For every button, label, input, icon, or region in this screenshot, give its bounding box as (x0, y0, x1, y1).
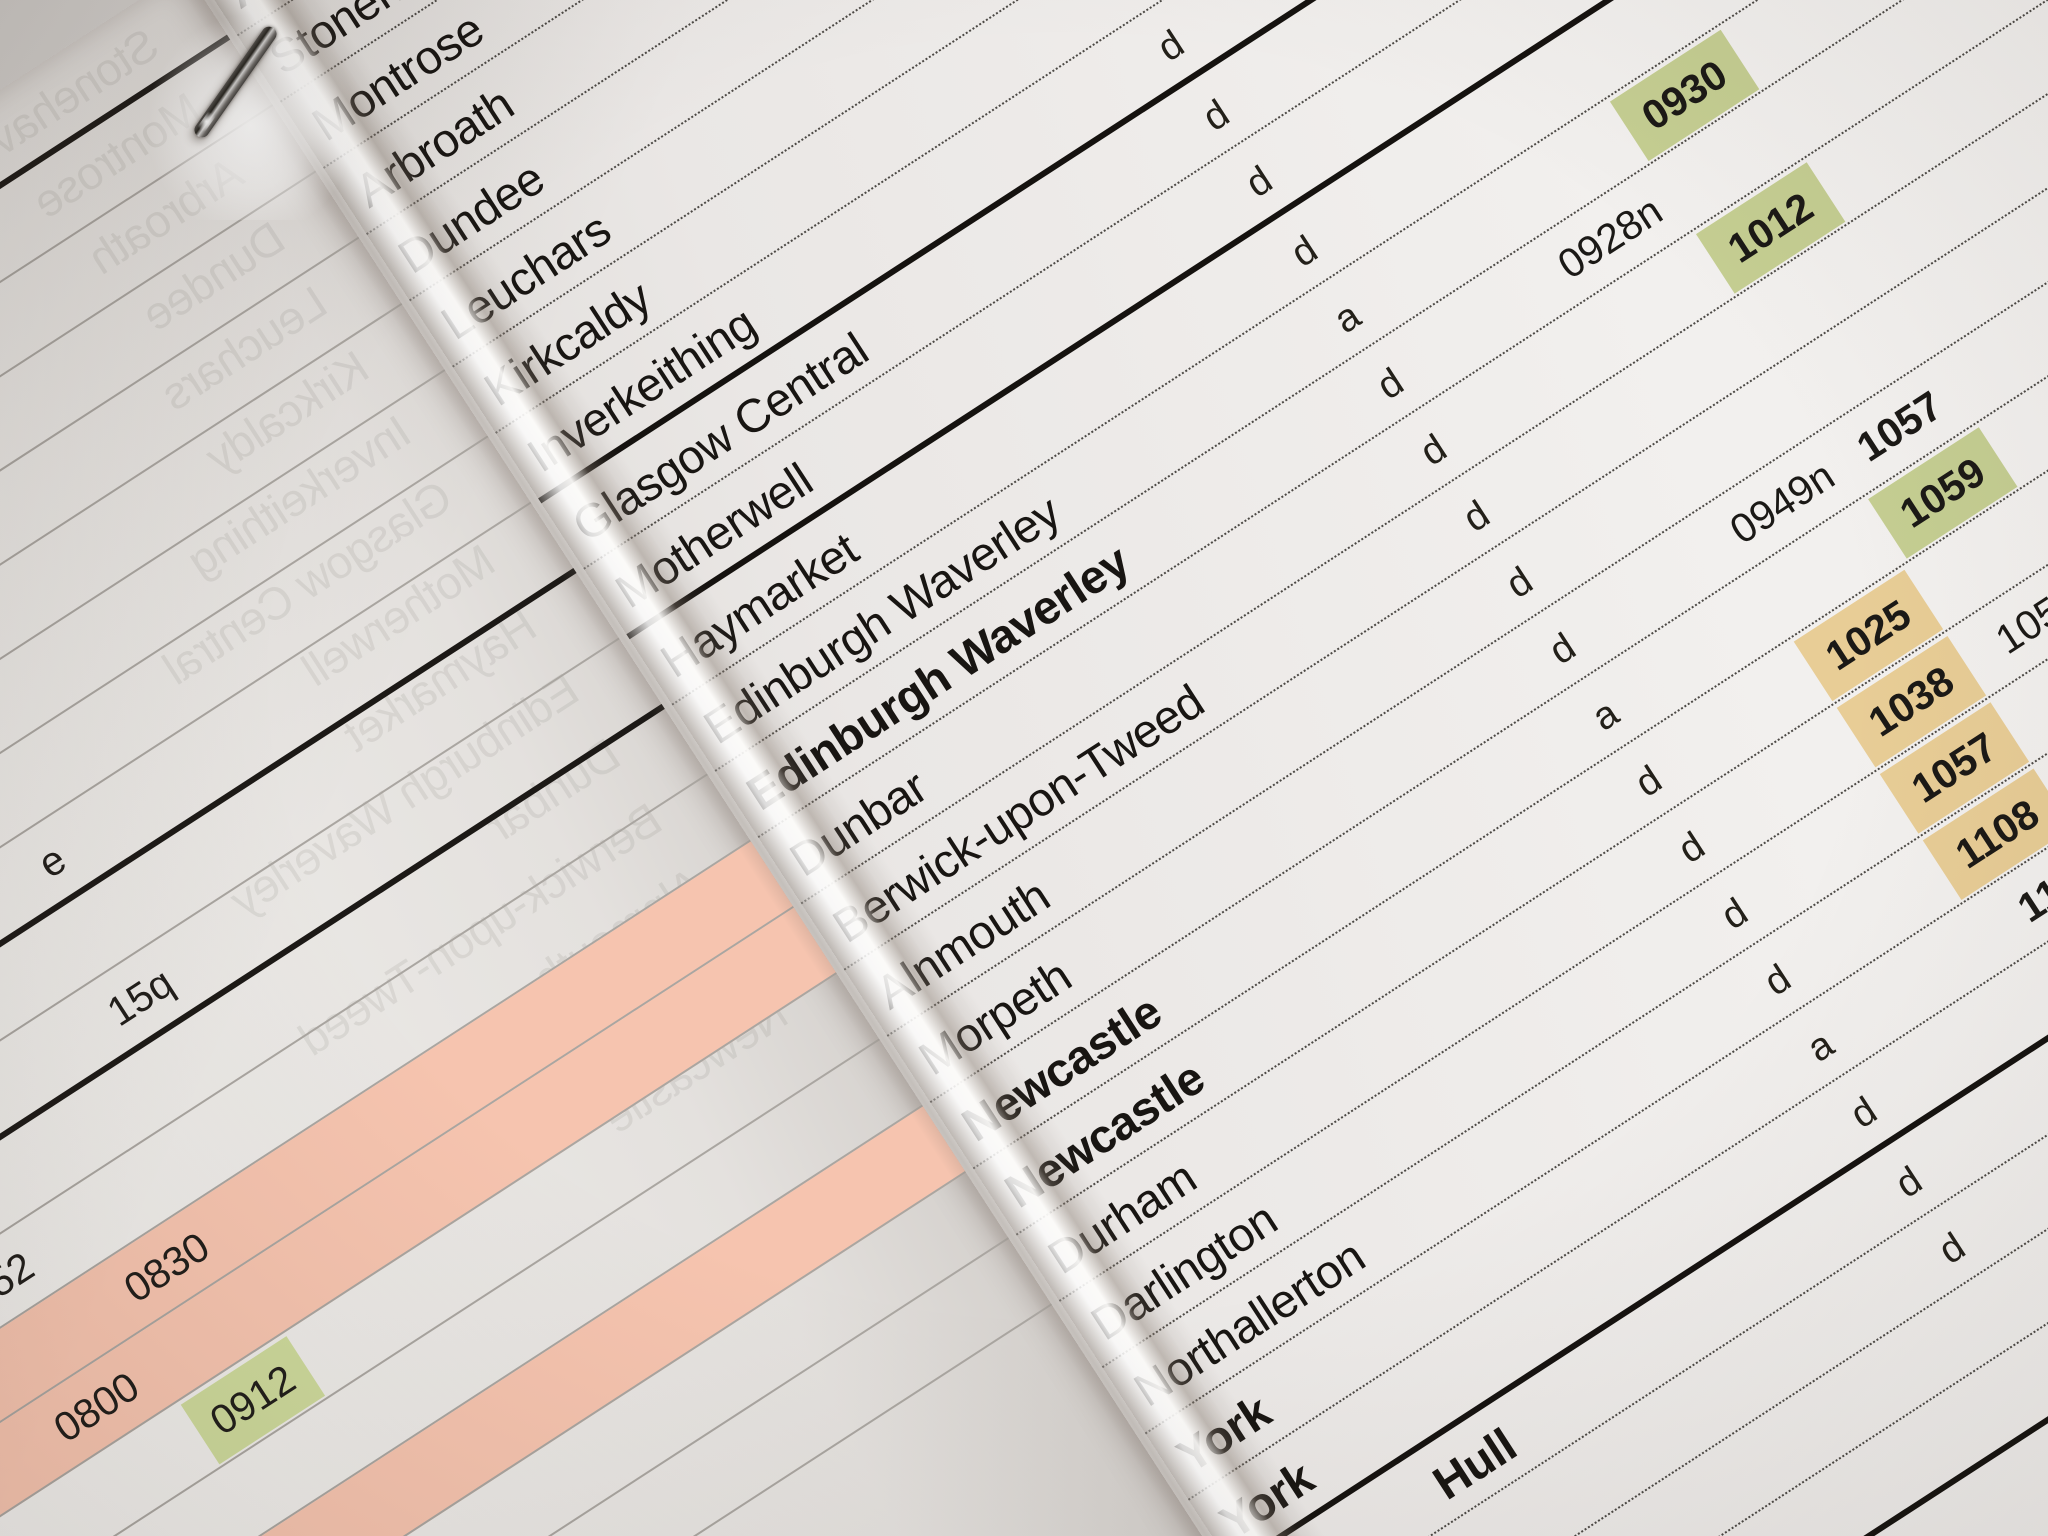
arrival-departure-flag: d (1150, 22, 1192, 71)
arrival-departure-flag: d (1842, 1089, 1885, 1137)
arrival-departure-flag: d (1238, 158, 1281, 207)
